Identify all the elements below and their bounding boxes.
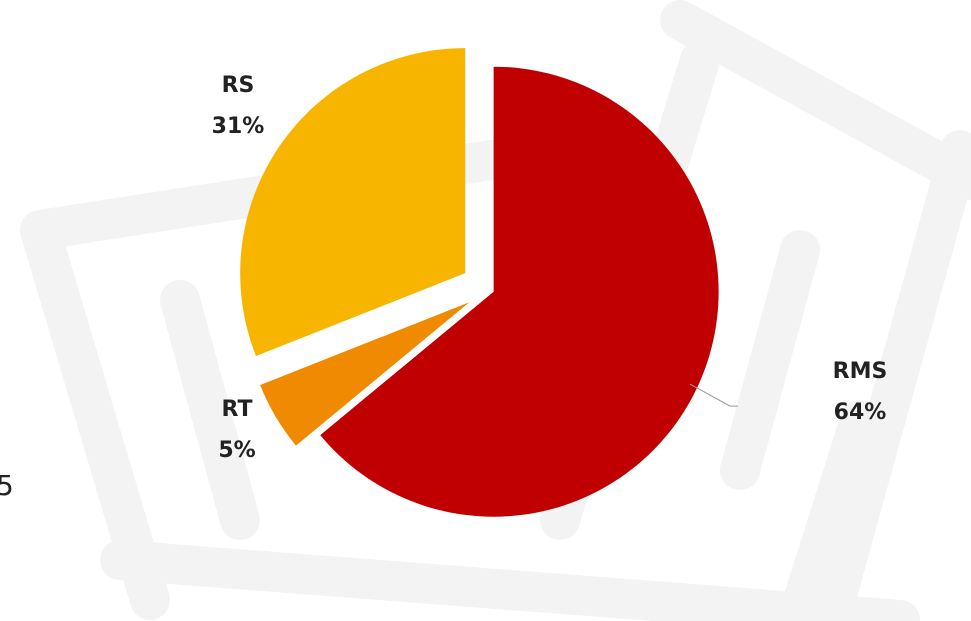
- slice-label: RMS: [833, 359, 888, 384]
- watermark-stroke: [20, 210, 170, 620]
- slice-label: RT: [222, 397, 253, 422]
- pie-slice: [260, 302, 470, 446]
- watermark-stroke: [780, 400, 880, 621]
- annotation: 5: [0, 469, 14, 502]
- watermark-stroke: [660, 0, 971, 200]
- slice-value-label: 5%: [218, 438, 255, 463]
- pie-slice: [320, 66, 719, 517]
- watermark-stroke: [810, 130, 971, 621]
- watermark-stroke: [100, 540, 920, 621]
- slice-value-label: 64%: [834, 400, 887, 425]
- watermark-stroke: [720, 230, 820, 490]
- pie-slice: [240, 48, 466, 356]
- slice-label: RS: [222, 73, 255, 98]
- watermark-stroke: [160, 280, 260, 540]
- leader-line: [689, 383, 738, 407]
- slice-value-label: 31%: [212, 114, 265, 139]
